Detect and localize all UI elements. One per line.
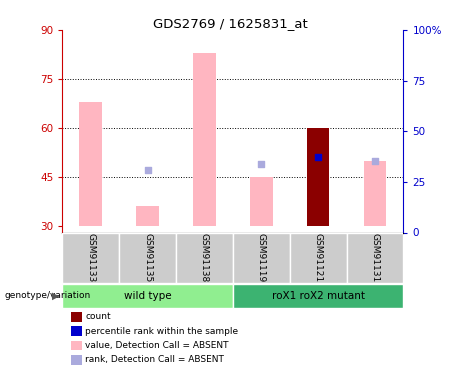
Bar xyxy=(119,232,176,283)
Point xyxy=(258,161,265,167)
Bar xyxy=(62,232,119,283)
Text: GSM91131: GSM91131 xyxy=(371,233,379,282)
Text: roX1 roX2 mutant: roX1 roX2 mutant xyxy=(272,291,365,301)
Text: wild type: wild type xyxy=(124,291,171,301)
Bar xyxy=(62,284,233,308)
Text: count: count xyxy=(85,312,111,321)
Bar xyxy=(347,232,403,283)
Text: rank, Detection Call = ABSENT: rank, Detection Call = ABSENT xyxy=(85,355,224,364)
Point xyxy=(201,135,208,141)
Bar xyxy=(176,232,233,283)
Bar xyxy=(364,160,386,226)
Point xyxy=(371,158,378,164)
Bar xyxy=(136,206,159,226)
Bar xyxy=(290,232,347,283)
Text: percentile rank within the sample: percentile rank within the sample xyxy=(85,327,238,336)
Text: GSM91135: GSM91135 xyxy=(143,233,152,282)
Point xyxy=(144,168,151,174)
Bar xyxy=(233,232,290,283)
Point xyxy=(87,141,95,147)
Text: GDS2769 / 1625831_at: GDS2769 / 1625831_at xyxy=(153,17,308,30)
Text: GSM91121: GSM91121 xyxy=(313,233,323,282)
Point xyxy=(314,154,322,160)
Text: GSM91133: GSM91133 xyxy=(86,233,95,282)
Bar xyxy=(233,284,403,308)
Bar xyxy=(307,128,330,226)
Bar xyxy=(79,102,102,226)
Bar xyxy=(193,53,216,226)
Bar xyxy=(250,177,272,226)
Text: GSM91119: GSM91119 xyxy=(257,233,266,282)
Text: genotype/variation: genotype/variation xyxy=(5,291,91,300)
Text: ▶: ▶ xyxy=(52,291,59,301)
Text: GSM91138: GSM91138 xyxy=(200,233,209,282)
Text: value, Detection Call = ABSENT: value, Detection Call = ABSENT xyxy=(85,341,229,350)
